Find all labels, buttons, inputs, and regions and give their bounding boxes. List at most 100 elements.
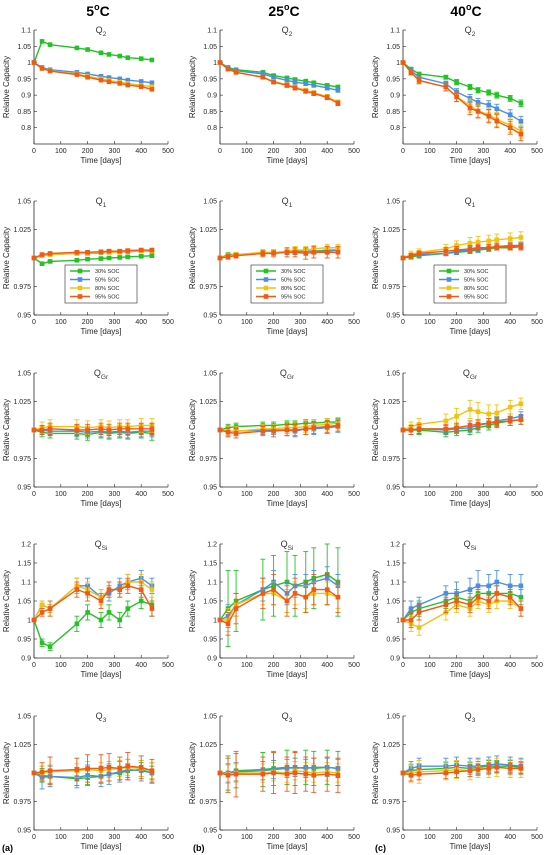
data-point bbox=[303, 771, 309, 777]
y-tick-label: 1.1 bbox=[390, 580, 400, 587]
data-point bbox=[518, 401, 524, 407]
y-tick-label: 1.15 bbox=[17, 561, 31, 568]
data-point bbox=[494, 410, 500, 416]
y-tick-label: 1.05 bbox=[17, 714, 31, 721]
x-tick-label: 400 bbox=[321, 491, 333, 498]
data-point bbox=[311, 587, 317, 592]
legend-swatch-marker bbox=[263, 294, 269, 299]
y-tick-label: 1.05 bbox=[17, 599, 31, 606]
degree-superscript: o bbox=[466, 2, 472, 12]
data-point bbox=[117, 81, 123, 86]
data-point bbox=[284, 83, 290, 88]
x-tick-label: 400 bbox=[135, 662, 147, 669]
subplot-title: QGr bbox=[463, 368, 478, 381]
x-axis-label: Time [days] bbox=[80, 842, 121, 851]
data-point bbox=[98, 256, 104, 261]
x-tick-label: 0 bbox=[32, 148, 36, 155]
subplot-title: QGr bbox=[94, 368, 109, 381]
data-point bbox=[106, 427, 112, 433]
data-point bbox=[507, 418, 513, 424]
legend-label: 30% SOC bbox=[281, 269, 305, 275]
x-tick-label: 200 bbox=[268, 491, 280, 498]
data-point bbox=[475, 87, 481, 93]
x-tick-label: 0 bbox=[401, 662, 405, 669]
data-point bbox=[260, 74, 266, 80]
data-point bbox=[408, 606, 414, 611]
data-point bbox=[260, 428, 266, 434]
data-point bbox=[31, 427, 37, 433]
data-point bbox=[233, 606, 239, 611]
data-point bbox=[486, 114, 492, 119]
data-point bbox=[217, 60, 223, 65]
data-point bbox=[149, 587, 155, 592]
data-point bbox=[125, 55, 131, 60]
data-point bbox=[260, 251, 266, 256]
y-tick-label: 1.05 bbox=[386, 371, 400, 378]
data-point bbox=[507, 125, 513, 131]
subplot-title: Q1 bbox=[96, 196, 107, 209]
data-point bbox=[225, 621, 231, 627]
data-point bbox=[85, 591, 90, 596]
panel-label-b: (b) bbox=[193, 843, 205, 853]
data-point bbox=[98, 766, 104, 771]
data-point bbox=[303, 88, 309, 94]
y-axis-label: Relative Capacity bbox=[371, 570, 380, 632]
data-point bbox=[292, 591, 298, 596]
subplot-title: Q2 bbox=[96, 25, 107, 38]
series-95-soc bbox=[31, 577, 155, 623]
data-point bbox=[518, 417, 524, 423]
data-point bbox=[74, 72, 80, 77]
x-tick-label: 400 bbox=[504, 491, 516, 498]
x-tick-label: 0 bbox=[32, 491, 36, 498]
y-tick-label: 0.95 bbox=[203, 485, 217, 492]
legend: 30% SOC 50% SOC 80% SOC 95% SOC bbox=[64, 264, 138, 304]
data-point bbox=[507, 112, 513, 117]
y-tick-label: 0.8 bbox=[21, 125, 31, 132]
y-tick-label: 0.95 bbox=[203, 313, 217, 320]
series-95-soc bbox=[217, 60, 341, 107]
x-tick-label: 200 bbox=[82, 319, 94, 326]
x-tick-label: 200 bbox=[451, 319, 463, 326]
data-point bbox=[47, 251, 53, 256]
data-point bbox=[284, 771, 290, 777]
data-point bbox=[106, 79, 112, 85]
x-tick-label: 0 bbox=[218, 491, 222, 498]
y-tick-label: 0.95 bbox=[386, 313, 400, 320]
y-tick-label: 1.025 bbox=[13, 399, 31, 406]
series-80-soc bbox=[217, 60, 341, 106]
data-point bbox=[284, 250, 290, 255]
data-point bbox=[454, 247, 459, 253]
x-tick-label: 500 bbox=[348, 834, 360, 841]
data-point bbox=[98, 598, 104, 604]
subplot-1-1: Q1 0.95 0.975 1.025 1.05 0 100 200 300 400 500 Time… bbox=[188, 196, 360, 336]
subplot-title: Q1 bbox=[465, 196, 476, 209]
y-tick-label: 1.05 bbox=[203, 371, 217, 378]
subplot-0-2: Q2 0.8 0.85 0.9 0.95 1 1.05 1.1 0 100 200 300 400 500… bbox=[371, 25, 543, 165]
data-point bbox=[507, 236, 513, 241]
x-tick-label: 500 bbox=[162, 491, 174, 498]
series-95-soc bbox=[217, 246, 341, 261]
data-point bbox=[486, 420, 492, 426]
data-point bbox=[225, 772, 231, 778]
x-tick-label: 0 bbox=[32, 662, 36, 669]
data-point bbox=[324, 771, 330, 777]
x-tick-label: 300 bbox=[109, 491, 121, 498]
y-tick-label: 1.05 bbox=[386, 199, 400, 206]
subplot-title: Q3 bbox=[282, 711, 293, 724]
data-point bbox=[138, 79, 144, 84]
x-tick-label: 100 bbox=[424, 148, 436, 155]
data-point bbox=[311, 83, 317, 88]
data-point bbox=[98, 73, 104, 79]
x-tick-label: 200 bbox=[82, 834, 94, 841]
data-point bbox=[494, 765, 500, 770]
data-point bbox=[507, 594, 513, 600]
data-point bbox=[507, 244, 513, 249]
data-point bbox=[292, 85, 298, 91]
y-axis-label: Relative Capacity bbox=[188, 570, 197, 632]
series-line bbox=[402, 62, 522, 104]
x-tick-label: 500 bbox=[531, 148, 543, 155]
legend-label: 80% SOC bbox=[464, 286, 488, 292]
legend-label: 50% SOC bbox=[281, 278, 305, 284]
y-tick-label: 1.025 bbox=[199, 399, 217, 406]
data-point bbox=[217, 617, 223, 623]
